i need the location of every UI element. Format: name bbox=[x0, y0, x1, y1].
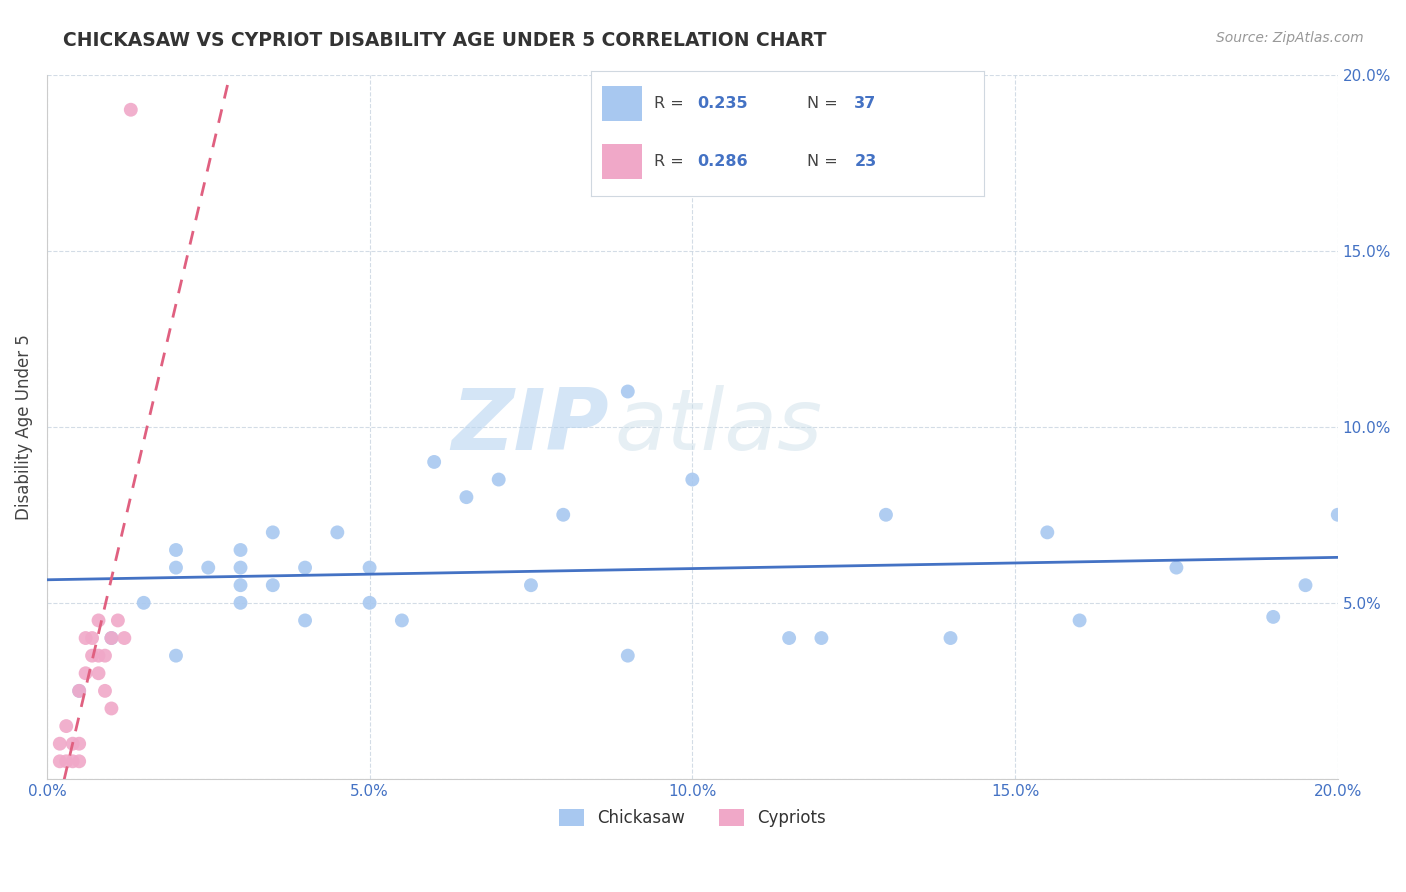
Point bbox=[67, 737, 90, 751]
Point bbox=[62, 754, 84, 768]
Point bbox=[112, 631, 135, 645]
Point bbox=[49, 737, 72, 751]
Text: 0.286: 0.286 bbox=[697, 153, 748, 169]
Point bbox=[423, 455, 446, 469]
Point bbox=[520, 578, 543, 592]
Point bbox=[1069, 614, 1091, 628]
Point bbox=[875, 508, 897, 522]
Point bbox=[326, 525, 349, 540]
Point bbox=[262, 525, 284, 540]
Text: atlas: atlas bbox=[614, 385, 823, 468]
Point bbox=[100, 631, 122, 645]
Point bbox=[197, 560, 219, 574]
Point bbox=[75, 631, 97, 645]
Point bbox=[1295, 578, 1317, 592]
Point bbox=[617, 648, 640, 663]
Point bbox=[939, 631, 962, 645]
Point bbox=[87, 614, 110, 628]
Point bbox=[1326, 508, 1348, 522]
Point bbox=[87, 666, 110, 681]
Point bbox=[1263, 610, 1285, 624]
Point bbox=[165, 543, 187, 558]
Bar bbox=[602, 87, 641, 121]
Point bbox=[359, 560, 381, 574]
Point bbox=[391, 614, 413, 628]
Point bbox=[456, 490, 478, 504]
Point bbox=[67, 684, 90, 698]
Point bbox=[62, 737, 84, 751]
Point bbox=[681, 473, 703, 487]
Text: N =: N = bbox=[807, 96, 844, 112]
Point bbox=[165, 560, 187, 574]
Point bbox=[165, 648, 187, 663]
Text: ZIP: ZIP bbox=[451, 385, 609, 468]
Point bbox=[87, 648, 110, 663]
Text: R =: R = bbox=[654, 96, 689, 112]
Text: N =: N = bbox=[807, 153, 844, 169]
Point bbox=[1036, 525, 1059, 540]
Point bbox=[75, 666, 97, 681]
Point bbox=[294, 614, 316, 628]
Point bbox=[617, 384, 640, 399]
Point bbox=[778, 631, 800, 645]
Point bbox=[229, 596, 252, 610]
Point bbox=[359, 596, 381, 610]
Point bbox=[294, 560, 316, 574]
Point bbox=[488, 473, 510, 487]
Point bbox=[80, 648, 103, 663]
Text: 37: 37 bbox=[855, 96, 876, 112]
Point bbox=[810, 631, 832, 645]
Y-axis label: Disability Age Under 5: Disability Age Under 5 bbox=[15, 334, 32, 520]
Legend: Chickasaw, Cypriots: Chickasaw, Cypriots bbox=[553, 803, 832, 834]
Point bbox=[67, 754, 90, 768]
Text: Source: ZipAtlas.com: Source: ZipAtlas.com bbox=[1216, 31, 1364, 45]
Point bbox=[55, 719, 77, 733]
Point bbox=[120, 103, 142, 117]
Point bbox=[229, 578, 252, 592]
Text: R =: R = bbox=[654, 153, 689, 169]
Text: 0.235: 0.235 bbox=[697, 96, 748, 112]
Point bbox=[80, 631, 103, 645]
Point bbox=[94, 648, 117, 663]
Bar bbox=[602, 144, 641, 178]
Point bbox=[100, 701, 122, 715]
Point bbox=[1166, 560, 1188, 574]
Point bbox=[49, 754, 72, 768]
Point bbox=[67, 684, 90, 698]
Point bbox=[55, 754, 77, 768]
Point bbox=[229, 543, 252, 558]
Point bbox=[100, 631, 122, 645]
Point bbox=[132, 596, 155, 610]
Text: 23: 23 bbox=[855, 153, 876, 169]
Point bbox=[107, 614, 129, 628]
Point bbox=[553, 508, 575, 522]
Point bbox=[262, 578, 284, 592]
Point bbox=[229, 560, 252, 574]
Text: CHICKASAW VS CYPRIOT DISABILITY AGE UNDER 5 CORRELATION CHART: CHICKASAW VS CYPRIOT DISABILITY AGE UNDE… bbox=[63, 31, 827, 50]
Point bbox=[94, 684, 117, 698]
